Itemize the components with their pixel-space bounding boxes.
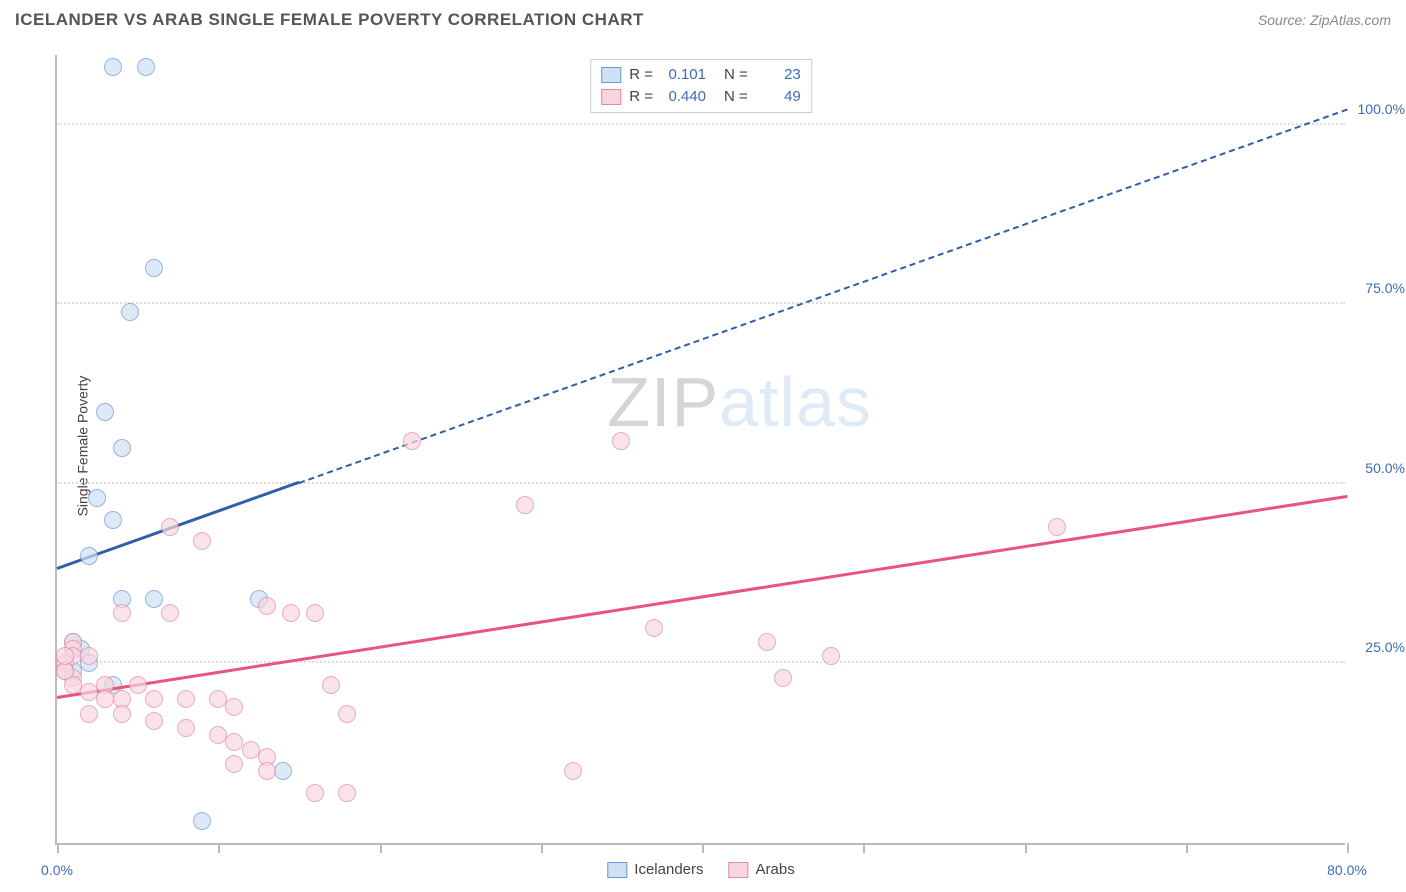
data-point — [1048, 518, 1066, 536]
n-value: 49 — [756, 86, 801, 108]
data-point — [56, 647, 74, 665]
stats-row: R = 0.440 N = 49 — [601, 86, 801, 108]
legend-label: Icelanders — [634, 861, 703, 878]
x-tick — [1025, 843, 1027, 853]
x-tick-label: 0.0% — [41, 862, 73, 878]
gridline — [57, 482, 1345, 484]
data-point — [129, 676, 147, 694]
data-point — [145, 712, 163, 730]
series-legend: Icelanders Arabs — [607, 861, 794, 878]
data-point — [177, 719, 195, 737]
chart-header: ICELANDER VS ARAB SINGLE FEMALE POVERTY … — [15, 10, 1391, 30]
legend-swatch — [607, 862, 627, 878]
data-point — [282, 604, 300, 622]
x-tick — [702, 843, 704, 853]
data-point — [113, 439, 131, 457]
data-point — [322, 676, 340, 694]
y-tick-label: 100.0% — [1358, 101, 1405, 117]
data-point — [193, 812, 211, 830]
n-label: N = — [724, 86, 748, 108]
legend-item: Icelanders — [607, 861, 703, 878]
data-point — [258, 762, 276, 780]
x-tick — [380, 843, 382, 853]
r-value: 0.101 — [661, 64, 706, 86]
chart-title: ICELANDER VS ARAB SINGLE FEMALE POVERTY … — [15, 10, 644, 30]
x-tick — [1347, 843, 1349, 853]
data-point — [274, 762, 292, 780]
x-tick — [863, 843, 865, 853]
x-tick — [541, 843, 543, 853]
r-value: 0.440 — [661, 86, 706, 108]
data-point — [758, 633, 776, 651]
n-label: N = — [724, 64, 748, 86]
data-point — [104, 511, 122, 529]
y-tick-label: 25.0% — [1365, 639, 1405, 655]
data-point — [145, 590, 163, 608]
correlation-stats-box: R = 0.101 N = 23 R = 0.440 N = 49 — [590, 59, 812, 113]
y-tick-label: 75.0% — [1365, 280, 1405, 296]
legend-label: Arabs — [756, 861, 795, 878]
legend-item: Arabs — [729, 861, 795, 878]
data-point — [338, 784, 356, 802]
gridline — [57, 302, 1345, 304]
data-point — [645, 619, 663, 637]
data-point — [564, 762, 582, 780]
source-credit: Source: ZipAtlas.com — [1258, 12, 1391, 28]
data-point — [225, 698, 243, 716]
data-point — [338, 705, 356, 723]
data-point — [822, 647, 840, 665]
data-point — [145, 259, 163, 277]
data-point — [177, 690, 195, 708]
data-point — [193, 532, 211, 550]
x-tick — [57, 843, 59, 853]
data-point — [80, 705, 98, 723]
stats-row: R = 0.101 N = 23 — [601, 64, 801, 86]
data-point — [80, 547, 98, 565]
legend-swatch — [729, 862, 749, 878]
data-point — [516, 496, 534, 514]
data-point — [161, 604, 179, 622]
data-point — [80, 647, 98, 665]
r-label: R = — [629, 64, 653, 86]
x-tick — [1186, 843, 1188, 853]
data-point — [258, 597, 276, 615]
data-point — [121, 303, 139, 321]
data-point — [145, 690, 163, 708]
data-point — [113, 604, 131, 622]
data-point — [113, 705, 131, 723]
data-point — [306, 784, 324, 802]
x-tick — [218, 843, 220, 853]
legend-swatch — [601, 67, 621, 83]
scatter-plot: ZIPatlas R =0.101N =23R =0.440N =49 Icel… — [55, 55, 1345, 845]
legend-swatch — [601, 89, 621, 105]
gridline — [57, 123, 1345, 125]
data-point — [161, 518, 179, 536]
x-tick-label: 80.0% — [1327, 862, 1367, 878]
data-point — [403, 432, 421, 450]
data-point — [88, 489, 106, 507]
data-point — [774, 669, 792, 687]
data-point — [104, 58, 122, 76]
y-tick-label: 50.0% — [1365, 460, 1405, 476]
watermark: ZIPatlas — [607, 362, 872, 442]
data-point — [612, 432, 630, 450]
data-point — [306, 604, 324, 622]
n-value: 23 — [756, 64, 801, 86]
data-point — [96, 403, 114, 421]
data-point — [225, 755, 243, 773]
r-label: R = — [629, 86, 653, 108]
gridline — [57, 661, 1345, 663]
data-point — [137, 58, 155, 76]
